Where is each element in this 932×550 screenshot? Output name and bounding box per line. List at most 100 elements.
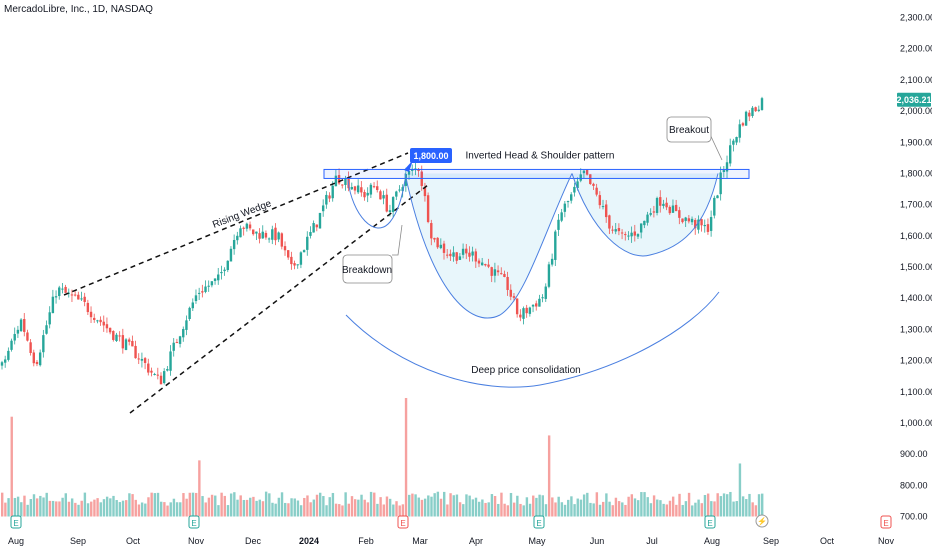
candle-body <box>67 292 70 294</box>
candle-body <box>248 224 252 229</box>
candle-body <box>274 227 277 241</box>
candle-body <box>242 227 245 229</box>
candle-body <box>169 351 172 371</box>
volume-bar <box>350 496 354 517</box>
candle-body <box>535 303 538 307</box>
resistance-tag-pointer <box>404 160 413 172</box>
candle-body <box>325 194 328 205</box>
volume-bar <box>703 495 707 517</box>
candle-body <box>592 183 595 186</box>
candle-body <box>404 174 408 186</box>
volume-bar <box>366 502 370 517</box>
volume-bar <box>64 493 67 517</box>
candle-body <box>662 203 665 206</box>
volume-bar <box>678 493 681 517</box>
candle-body <box>73 294 77 296</box>
candle-body <box>506 276 509 290</box>
earnings-marker-label: E <box>536 519 541 528</box>
y-tick-label: 2,100.00 <box>900 75 932 85</box>
candle-body <box>490 267 493 276</box>
volume-bar <box>331 492 335 517</box>
candle-body <box>376 186 379 191</box>
volume-bar <box>427 495 430 517</box>
candle-body <box>719 172 722 195</box>
candle-body <box>223 269 226 272</box>
candle-body <box>445 254 449 256</box>
volume-bar <box>570 496 573 517</box>
volume-bar <box>484 502 487 517</box>
candle-body <box>3 359 7 363</box>
y-tick-label: 1,200.00 <box>900 356 932 366</box>
volume-bar <box>567 499 570 517</box>
volume-bar <box>328 497 331 517</box>
candle-body <box>442 243 446 253</box>
volume-bar <box>398 505 401 517</box>
volume-bar <box>252 496 255 517</box>
volume-bar <box>185 498 188 517</box>
candle-body <box>58 287 61 297</box>
candle-body <box>738 124 741 138</box>
volume-bar <box>395 501 398 517</box>
candle-body <box>503 273 506 277</box>
volume-bar <box>258 499 261 517</box>
candle-body <box>299 252 303 265</box>
candle-body <box>512 296 516 298</box>
candle-body <box>45 325 48 334</box>
volume-bar <box>175 502 179 517</box>
volume-bar <box>147 497 150 517</box>
candle-body <box>0 362 4 366</box>
volume-bar <box>296 500 300 517</box>
candle-body <box>185 320 188 330</box>
candle-body <box>210 281 214 286</box>
volume-bar <box>401 504 405 517</box>
volume-bar <box>51 500 55 517</box>
volume-bar <box>315 494 319 517</box>
candle-body <box>646 214 649 223</box>
volume-bar <box>163 502 166 517</box>
right-shoulder-curve <box>571 173 719 257</box>
volume-bar <box>16 496 20 517</box>
candle-body <box>744 111 748 126</box>
volume-bar <box>532 495 535 517</box>
candle-body <box>468 252 471 257</box>
volume-bar <box>757 494 761 517</box>
volume-bar <box>668 500 672 517</box>
candle-body <box>595 187 598 195</box>
volume-bar <box>363 499 366 517</box>
candle-body <box>636 234 640 237</box>
volume-bar <box>614 497 618 517</box>
candle-body <box>566 201 570 203</box>
candle-body <box>439 244 443 249</box>
candle-body <box>115 334 118 341</box>
candle-body <box>366 192 369 196</box>
candle-body <box>608 215 611 229</box>
candle-body <box>480 262 484 266</box>
candle-body <box>541 297 544 299</box>
volume-bar <box>649 503 653 517</box>
volume-bar <box>306 495 309 517</box>
candle-body <box>528 307 532 314</box>
volume-bar <box>535 497 538 517</box>
candle-body <box>573 186 576 193</box>
candle-body <box>26 332 29 341</box>
candle-body <box>697 219 700 230</box>
candle-body <box>124 339 128 350</box>
candle-body <box>147 363 150 373</box>
volume-bar <box>179 502 182 517</box>
volume-bar <box>140 502 144 517</box>
x-tick-label: Sep <box>763 536 779 546</box>
candle-body <box>449 253 452 257</box>
volume-bar <box>726 494 729 517</box>
candle-body <box>604 204 608 218</box>
candle-body <box>560 212 563 221</box>
volume-bar <box>446 504 449 517</box>
volume-bar <box>67 501 71 517</box>
volume-bar <box>274 503 277 517</box>
volume-bar <box>659 500 662 517</box>
volume-bar <box>153 493 157 517</box>
volume-bar <box>112 495 115 517</box>
volume-bar <box>751 502 754 517</box>
candle-body <box>277 232 280 240</box>
candle-body <box>538 298 541 307</box>
